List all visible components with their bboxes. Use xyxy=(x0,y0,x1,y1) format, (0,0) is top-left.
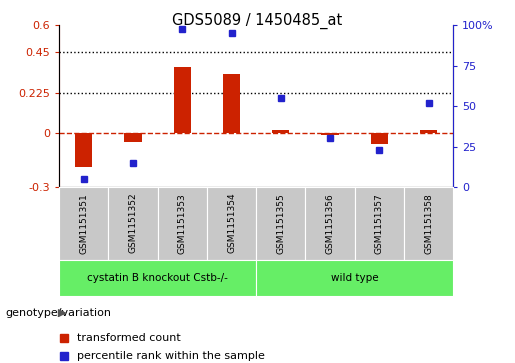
Text: GDS5089 / 1450485_at: GDS5089 / 1450485_at xyxy=(173,13,342,29)
Bar xyxy=(75,133,93,167)
Text: percentile rank within the sample: percentile rank within the sample xyxy=(77,351,265,362)
Bar xyxy=(125,133,142,142)
Text: wild type: wild type xyxy=(331,273,379,283)
Bar xyxy=(174,67,191,133)
Bar xyxy=(272,130,289,133)
Text: GSM1151354: GSM1151354 xyxy=(227,193,236,253)
Text: cystatin B knockout Cstb-/-: cystatin B knockout Cstb-/- xyxy=(87,273,228,283)
Text: GSM1151357: GSM1151357 xyxy=(375,193,384,253)
Text: transformed count: transformed count xyxy=(77,334,181,343)
Text: GSM1151352: GSM1151352 xyxy=(129,193,138,253)
Bar xyxy=(321,133,339,135)
Text: GSM1151356: GSM1151356 xyxy=(325,193,335,253)
Text: GSM1151358: GSM1151358 xyxy=(424,193,433,253)
Text: GSM1151353: GSM1151353 xyxy=(178,193,187,253)
Text: GSM1151355: GSM1151355 xyxy=(277,193,285,253)
Bar xyxy=(371,133,388,144)
Bar xyxy=(223,74,240,133)
Bar xyxy=(420,130,437,133)
Text: genotype/variation: genotype/variation xyxy=(5,308,111,318)
Text: GSM1151351: GSM1151351 xyxy=(79,193,89,253)
